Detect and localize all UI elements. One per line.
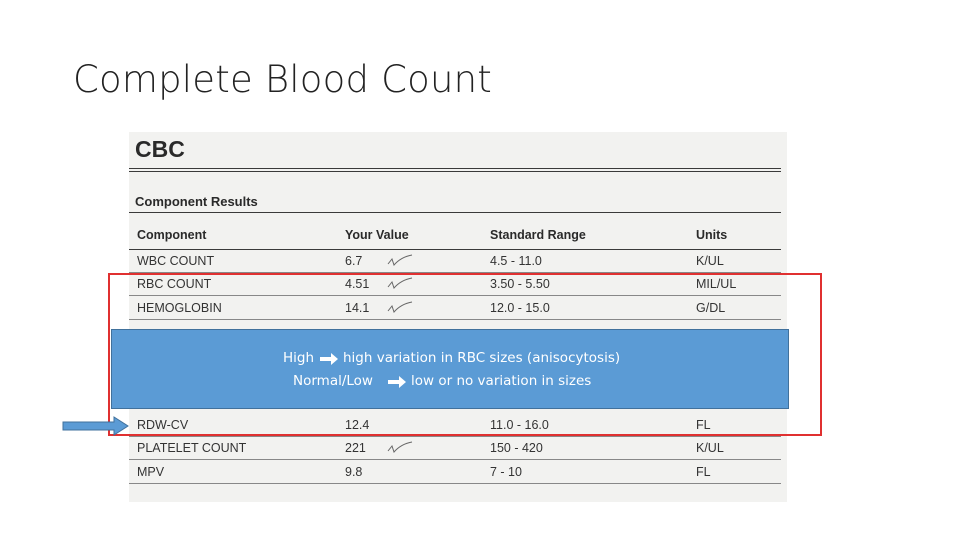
row-range: 150 - 420 (490, 441, 543, 455)
row-value: 14.1 (345, 301, 370, 315)
callout-line1-text: high variation in RBC sizes (anisocytosi… (343, 350, 621, 366)
row-component: RBC COUNT (137, 277, 212, 291)
row-divider (129, 459, 781, 460)
row-component: MPV (137, 465, 165, 479)
row-value: 9.8 (345, 465, 363, 479)
callout-line2-label: Normal/Low (293, 373, 373, 389)
row-component: RDW-CV (137, 418, 189, 432)
row-value: 12.4 (345, 418, 370, 432)
pointer-arrow-icon (62, 416, 129, 436)
callout-line1-label: High (283, 350, 315, 366)
right-arrow-icon (320, 353, 338, 365)
column-header-value: Your Value (345, 228, 409, 242)
row-component: HEMOGLOBIN (137, 301, 222, 315)
row-divider (129, 272, 781, 273)
row-units: MIL/UL (696, 277, 737, 291)
checkmark-icon (387, 441, 413, 453)
row-range: 4.5 - 11.0 (490, 254, 542, 268)
title-rule-secondary (129, 171, 781, 172)
row-value: 4.51 (345, 277, 370, 291)
row-range: 7 - 10 (490, 465, 522, 479)
column-header-component: Component (137, 228, 207, 242)
row-value: 6.7 (345, 254, 363, 268)
report-title: CBC (135, 136, 185, 162)
row-units: G/DL (696, 301, 726, 315)
row-range: 12.0 - 15.0 (490, 301, 550, 315)
callout-box: High high variation in RBC sizes (anisoc… (111, 329, 789, 409)
right-arrow-icon (388, 376, 406, 388)
column-header-range: Standard Range (490, 228, 586, 242)
row-divider (129, 295, 781, 296)
title-rule (129, 168, 781, 169)
section-rule (129, 212, 781, 213)
section-title: Component Results (135, 194, 258, 209)
row-value: 221 (345, 441, 366, 455)
cbc-report-scan: CBC Component Results Component Your Val… (129, 132, 787, 502)
header-rule (129, 249, 781, 250)
row-units: FL (696, 465, 711, 479)
row-units: K/UL (696, 254, 724, 268)
checkmark-icon (387, 301, 413, 313)
highlight-box (108, 273, 822, 436)
checkmark-icon (387, 254, 413, 266)
row-divider (129, 319, 781, 320)
row-range: 3.50 - 5.50 (490, 277, 550, 291)
column-header-units: Units (696, 228, 728, 242)
row-component: WBC COUNT (137, 254, 215, 268)
slide-title: Complete Blood Count (73, 58, 492, 101)
row-divider (129, 483, 781, 484)
row-component: PLATELET COUNT (137, 441, 247, 455)
checkmark-icon (387, 277, 413, 289)
callout-line2-text: low or no variation in sizes (411, 373, 592, 389)
row-units: K/UL (696, 441, 724, 455)
row-divider (129, 436, 781, 437)
row-units: FL (696, 418, 711, 432)
row-range: 11.0 - 16.0 (490, 418, 549, 432)
